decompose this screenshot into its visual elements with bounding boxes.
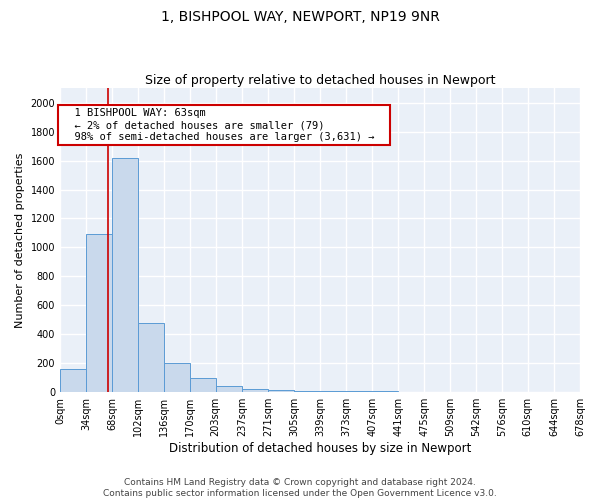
Bar [138, 322, 164, 392]
Bar [216, 386, 242, 392]
X-axis label: Distribution of detached houses by size in Newport: Distribution of detached houses by size … [169, 442, 471, 455]
Bar [268, 390, 294, 392]
Bar [86, 234, 112, 392]
Bar [242, 388, 268, 392]
Bar [190, 378, 216, 392]
Bar [294, 391, 320, 392]
Bar [60, 369, 86, 392]
Text: 1 BISHPOOL WAY: 63sqm  
  ← 2% of detached houses are smaller (79)  
  98% of se: 1 BISHPOOL WAY: 63sqm ← 2% of detached h… [62, 108, 386, 142]
Y-axis label: Number of detached properties: Number of detached properties [15, 152, 25, 328]
Text: 1, BISHPOOL WAY, NEWPORT, NP19 9NR: 1, BISHPOOL WAY, NEWPORT, NP19 9NR [161, 10, 439, 24]
Bar [164, 364, 190, 392]
Bar [112, 158, 138, 392]
Text: Contains HM Land Registry data © Crown copyright and database right 2024.
Contai: Contains HM Land Registry data © Crown c… [103, 478, 497, 498]
Title: Size of property relative to detached houses in Newport: Size of property relative to detached ho… [145, 74, 495, 87]
